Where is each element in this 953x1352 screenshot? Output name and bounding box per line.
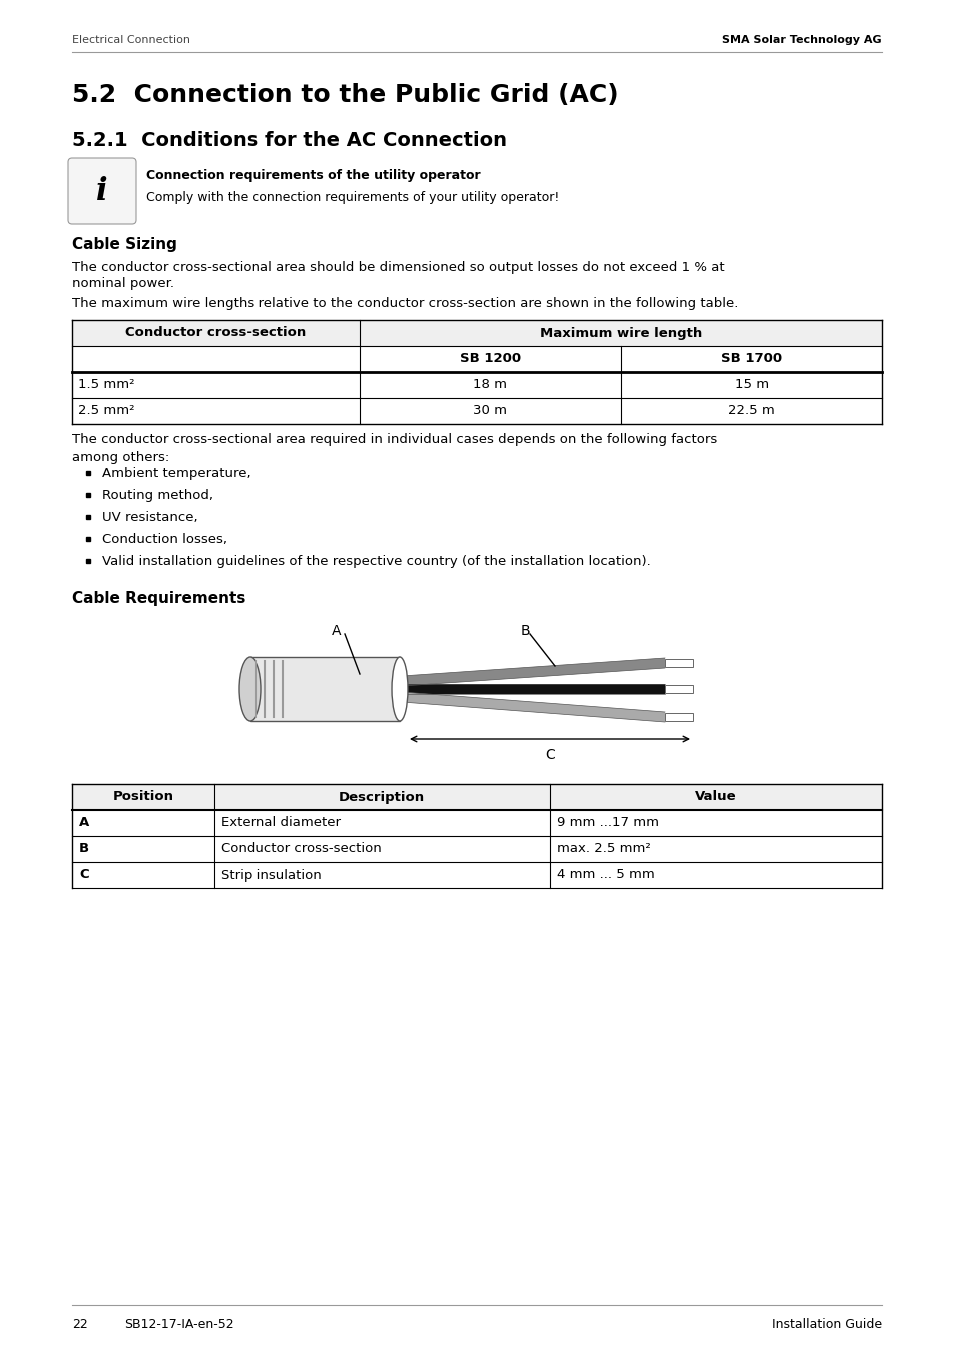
Text: C: C xyxy=(544,748,555,763)
Text: Comply with the connection requirements of your utility operator!: Comply with the connection requirements … xyxy=(146,192,558,204)
Text: 15 m: 15 m xyxy=(734,379,768,392)
Text: 1.5 mm²: 1.5 mm² xyxy=(78,379,134,392)
Text: Valid installation guidelines of the respective country (of the installation loc: Valid installation guidelines of the res… xyxy=(102,554,650,568)
Text: 30 m: 30 m xyxy=(473,404,507,418)
Text: Cable Requirements: Cable Requirements xyxy=(71,592,245,607)
Text: C: C xyxy=(79,868,89,882)
Text: The maximum wire lengths relative to the conductor cross-section are shown in th: The maximum wire lengths relative to the… xyxy=(71,297,738,311)
Text: Value: Value xyxy=(695,791,736,803)
Text: External diameter: External diameter xyxy=(220,817,340,830)
Bar xyxy=(664,713,692,721)
Text: SMA Solar Technology AG: SMA Solar Technology AG xyxy=(721,35,882,45)
PathPatch shape xyxy=(401,684,664,694)
Bar xyxy=(664,658,692,667)
Text: Description: Description xyxy=(338,791,424,803)
Bar xyxy=(250,657,399,721)
Text: among others:: among others: xyxy=(71,450,169,464)
Text: UV resistance,: UV resistance, xyxy=(102,511,197,523)
Text: 5.2.1  Conditions for the AC Connection: 5.2.1 Conditions for the AC Connection xyxy=(71,131,506,150)
Bar xyxy=(664,685,692,694)
Text: 5.2  Connection to the Public Grid (AC): 5.2 Connection to the Public Grid (AC) xyxy=(71,82,618,107)
Ellipse shape xyxy=(239,657,261,721)
Text: max. 2.5 mm²: max. 2.5 mm² xyxy=(557,842,650,856)
Ellipse shape xyxy=(392,657,408,721)
Text: Connection requirements of the utility operator: Connection requirements of the utility o… xyxy=(146,169,480,183)
Text: The conductor cross-sectional area required in individual cases depends on the f: The conductor cross-sectional area requi… xyxy=(71,434,717,446)
Text: Electrical Connection: Electrical Connection xyxy=(71,35,190,45)
Text: 2.5 mm²: 2.5 mm² xyxy=(78,404,134,418)
Text: 9 mm ...17 mm: 9 mm ...17 mm xyxy=(557,817,659,830)
Bar xyxy=(359,346,882,372)
Text: 18 m: 18 m xyxy=(473,379,507,392)
Text: Position: Position xyxy=(112,791,173,803)
Text: Conductor cross-section: Conductor cross-section xyxy=(125,326,306,339)
FancyBboxPatch shape xyxy=(68,158,136,224)
Text: B: B xyxy=(519,625,529,638)
Text: 22.5 m: 22.5 m xyxy=(727,404,774,418)
Text: B: B xyxy=(79,842,89,856)
Text: SB 1200: SB 1200 xyxy=(459,353,520,365)
Text: Installation Guide: Installation Guide xyxy=(771,1318,882,1332)
Text: Conductor cross-section: Conductor cross-section xyxy=(220,842,381,856)
Text: SB12-17-IA-en-52: SB12-17-IA-en-52 xyxy=(124,1318,233,1332)
Text: 4 mm ... 5 mm: 4 mm ... 5 mm xyxy=(557,868,654,882)
Text: SB 1700: SB 1700 xyxy=(720,353,781,365)
Text: Cable Sizing: Cable Sizing xyxy=(71,238,176,253)
Text: Conduction losses,: Conduction losses, xyxy=(102,533,227,545)
Text: A: A xyxy=(332,625,341,638)
Bar xyxy=(71,320,882,346)
Text: 22: 22 xyxy=(71,1318,88,1332)
Text: A: A xyxy=(79,817,90,830)
Text: Maximum wire length: Maximum wire length xyxy=(539,326,701,339)
Text: The conductor cross-sectional area should be dimensioned so output losses do not: The conductor cross-sectional area shoul… xyxy=(71,261,724,273)
Text: nominal power.: nominal power. xyxy=(71,277,173,291)
Text: Ambient temperature,: Ambient temperature, xyxy=(102,466,251,480)
Text: Routing method,: Routing method, xyxy=(102,488,213,502)
Text: i: i xyxy=(96,176,108,207)
PathPatch shape xyxy=(401,692,664,722)
PathPatch shape xyxy=(401,658,664,685)
Text: Strip insulation: Strip insulation xyxy=(220,868,321,882)
Bar xyxy=(71,784,882,810)
